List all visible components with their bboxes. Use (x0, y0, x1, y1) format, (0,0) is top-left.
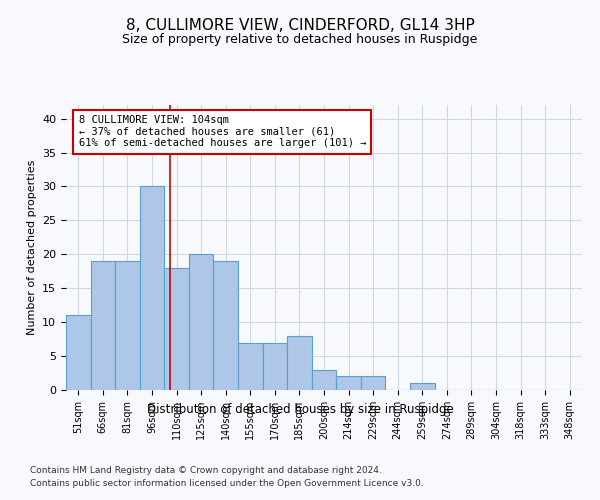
Bar (164, 268, 189, 390)
Bar (214, 261, 238, 390)
Bar (263, 342, 287, 390)
Text: Contains public sector information licensed under the Open Government Licence v3: Contains public sector information licen… (30, 479, 424, 488)
Text: 8 CULLIMORE VIEW: 104sqm
← 37% of detached houses are smaller (61)
61% of semi-d: 8 CULLIMORE VIEW: 104sqm ← 37% of detach… (79, 115, 366, 148)
Text: Distribution of detached houses by size in Ruspidge: Distribution of detached houses by size … (146, 402, 454, 415)
Bar (140, 186, 164, 390)
Bar (91, 261, 115, 390)
Bar (189, 254, 214, 390)
Bar (66, 316, 91, 390)
Text: Size of property relative to detached houses in Ruspidge: Size of property relative to detached ho… (122, 32, 478, 46)
Bar (312, 370, 336, 390)
Y-axis label: Number of detached properties: Number of detached properties (26, 160, 37, 335)
Bar (238, 342, 263, 390)
Text: Contains HM Land Registry data © Crown copyright and database right 2024.: Contains HM Land Registry data © Crown c… (30, 466, 382, 475)
Bar (336, 376, 361, 390)
Text: 8, CULLIMORE VIEW, CINDERFORD, GL14 3HP: 8, CULLIMORE VIEW, CINDERFORD, GL14 3HP (125, 18, 475, 32)
Bar (115, 261, 140, 390)
Bar (410, 383, 434, 390)
Bar (287, 336, 312, 390)
Bar (361, 376, 385, 390)
